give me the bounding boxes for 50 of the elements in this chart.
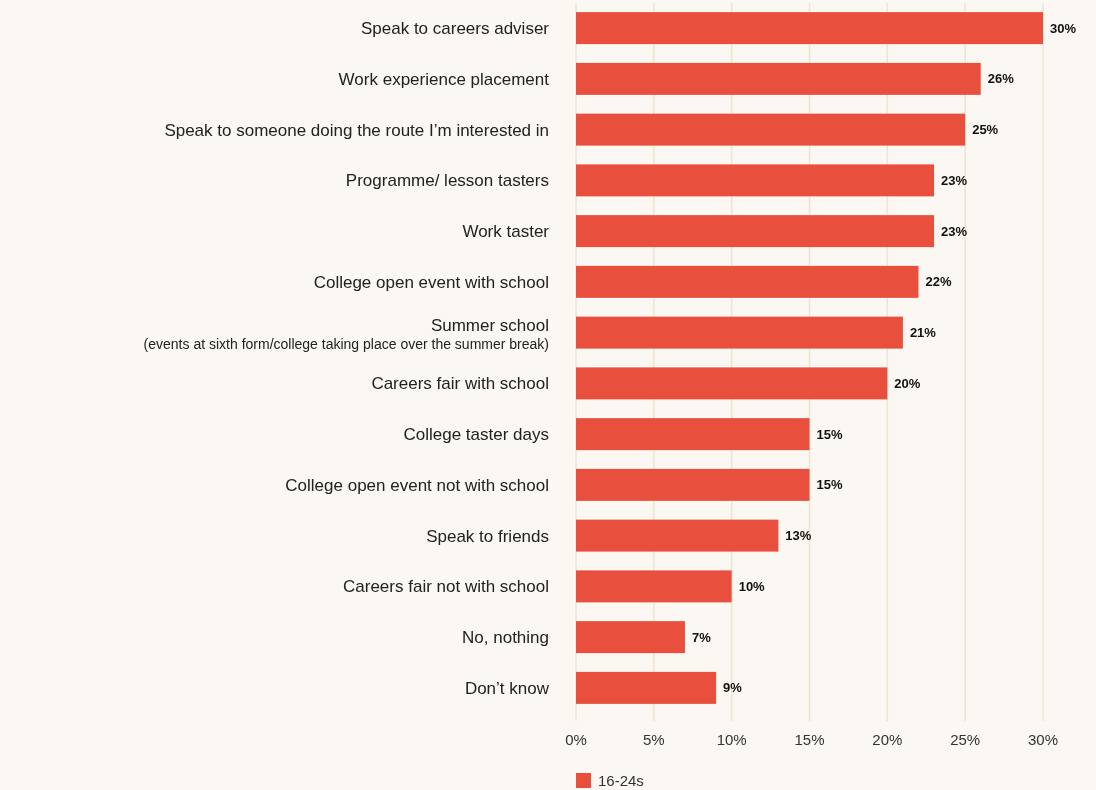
y-tick-label: Careers fair with school: [371, 374, 549, 394]
y-tick-label: Don’t know: [464, 678, 550, 698]
data-label: 23%: [941, 223, 968, 239]
y-tick-label: College taster days: [403, 425, 549, 445]
y-tick-label: College open event not with school: [285, 475, 549, 495]
bar: [576, 164, 935, 197]
bar: [576, 215, 935, 248]
y-tick-label: Summer school (events at sixth form/college taking place over the summer break): [143, 315, 549, 352]
y-tick-label: Work experience placement: [338, 69, 550, 89]
y-tick-label: Speak to someone doing the route I’m interested in: [164, 120, 549, 140]
bar: [576, 265, 919, 298]
bar: [576, 418, 810, 451]
x-tick-label: 15%: [794, 731, 825, 748]
x-tick-label: 5%: [642, 731, 665, 748]
bar: [576, 367, 888, 400]
x-tick-label: 25%: [950, 731, 981, 748]
y-tick-label: Careers fair not with school: [343, 577, 549, 597]
bar: [576, 468, 810, 501]
y-tick-label: Work taster: [462, 222, 550, 242]
data-label: 21%: [909, 325, 937, 341]
bar: [576, 570, 732, 603]
data-label: 9%: [723, 680, 743, 696]
bar: [576, 316, 903, 349]
data-label: 23%: [941, 172, 968, 188]
data-label: 15%: [816, 477, 843, 493]
y-tick-label: Programme/ lesson tasters: [345, 171, 549, 191]
y-tick-label: Speak to careers adviser: [360, 19, 550, 39]
data-label: 13%: [785, 528, 812, 544]
legend-label: 16-24s: [598, 772, 644, 790]
data-label: 15%: [816, 426, 843, 442]
bar: [576, 113, 966, 146]
bar: [576, 62, 981, 95]
data-label: 7%: [691, 629, 712, 645]
data-label: 10%: [738, 578, 766, 594]
y-tick-label: College open event with school: [313, 272, 549, 292]
x-tick-label: 30%: [1027, 731, 1059, 748]
x-tick-label: 10%: [716, 731, 747, 748]
data-label: 22%: [925, 274, 952, 290]
bar: [576, 671, 717, 704]
y-tick-label: No, nothing: [462, 628, 549, 648]
data-label: 26%: [987, 71, 1015, 87]
bar: [576, 621, 685, 654]
x-tick-label: 20%: [872, 731, 903, 748]
bar: [576, 12, 1043, 45]
data-label: 30%: [1050, 20, 1077, 36]
x-tick-label: 0%: [565, 731, 587, 748]
bar: [576, 519, 779, 552]
y-tick-label: Speak to friends: [426, 526, 549, 546]
data-label: 20%: [894, 375, 921, 391]
data-label: 25%: [972, 122, 999, 138]
